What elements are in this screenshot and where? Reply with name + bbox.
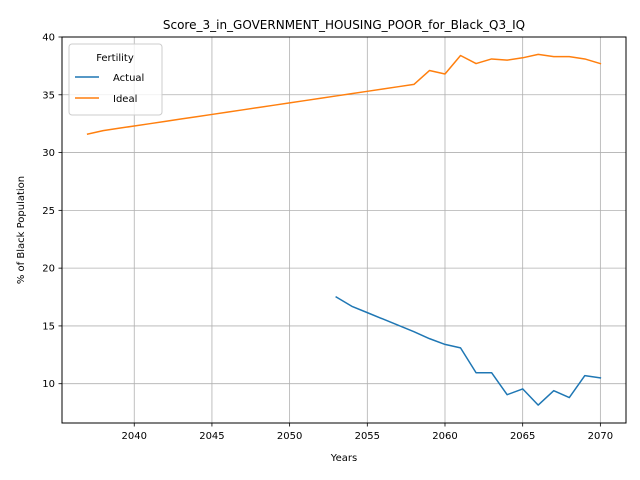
legend-label-actual: Actual	[113, 73, 144, 84]
y-tick-label: 15	[42, 321, 55, 332]
x-axis-label: Years	[330, 453, 357, 464]
y-tick-label: 10	[42, 379, 55, 390]
x-axis-ticks: 2040 2045 2050 2055 2060 2065 2070	[122, 423, 613, 442]
y-axis-label: % of Black Population	[16, 176, 27, 284]
x-tick-label: 2045	[199, 431, 224, 442]
legend-title: Fertility	[96, 53, 134, 64]
y-tick-label: 20	[42, 264, 55, 275]
series-line-ideal	[86, 53, 602, 135]
chart-title: Score_3_in_GOVERNMENT_HOUSING_POOR_for_B…	[163, 18, 525, 32]
series-layer	[86, 53, 602, 406]
y-tick-label: 35	[42, 90, 55, 101]
x-tick-label: 2050	[277, 431, 302, 442]
x-tick-label: 2065	[510, 431, 535, 442]
y-tick-label: 30	[42, 148, 55, 159]
plot-area-frame	[61, 36, 627, 424]
x-tick-label: 2040	[122, 431, 147, 442]
x-tick-label: 2070	[588, 431, 613, 442]
series-line-actual	[335, 296, 602, 406]
legend-label-ideal: Ideal	[113, 94, 137, 105]
x-tick-label: 2055	[355, 431, 380, 442]
y-axis-ticks: 10 15 20 25 30 35 40	[42, 33, 62, 390]
legend: Fertility Actual Ideal	[68, 43, 163, 116]
y-tick-label: 25	[42, 206, 55, 217]
y-tick-label: 40	[42, 33, 55, 44]
x-tick-label: 2060	[432, 431, 457, 442]
